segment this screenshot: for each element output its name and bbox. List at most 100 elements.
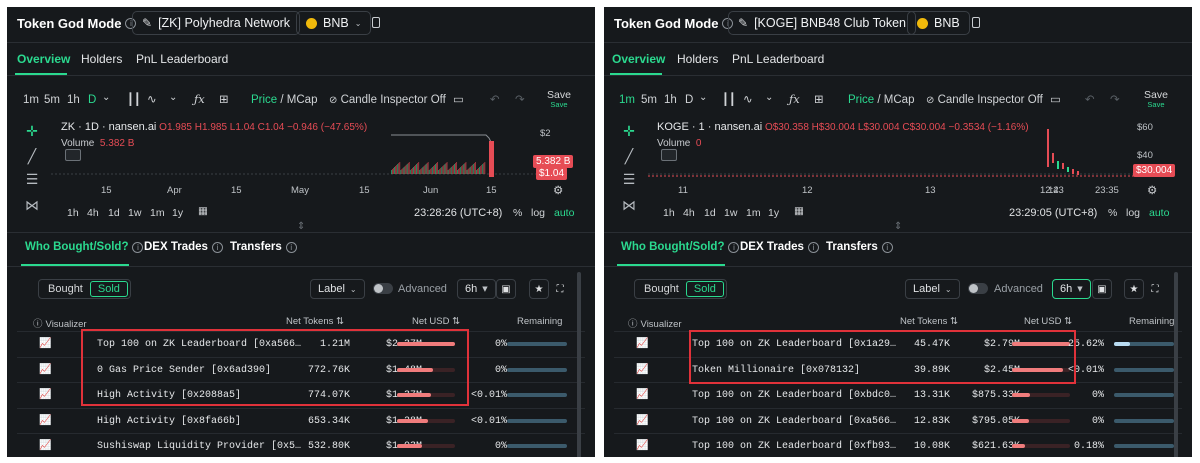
interval-1m[interactable]: 1m: [23, 94, 39, 106]
indicators-icon[interactable]: ƒx: [194, 92, 205, 106]
interval-1h[interactable]: 1h: [67, 94, 80, 106]
price-chart[interactable]: [51, 119, 541, 181]
range-1d[interactable]: 1d: [704, 207, 716, 219]
settings-icon[interactable]: ⚙: [1147, 183, 1158, 197]
col-visualizer[interactable]: ⓘ Visualizer: [628, 319, 682, 330]
calendar-icon[interactable]: ▦: [198, 205, 208, 217]
range-1y[interactable]: 1y: [172, 207, 184, 219]
line-chart-icon[interactable]: ∿: [743, 92, 753, 106]
scrollbar[interactable]: [1174, 272, 1178, 457]
col-net-tokens[interactable]: Net Tokens ⇅: [900, 316, 958, 327]
entity-name[interactable]: High Activity [0x2088a5]: [97, 390, 242, 401]
interval-5m[interactable]: 5m: [641, 94, 657, 106]
entity-name[interactable]: Top 100 on ZK Leaderboard [0xfb93…: [692, 441, 897, 452]
chain-selector[interactable]: BNB ⌄: [296, 11, 372, 35]
info-icon[interactable]: i: [722, 18, 734, 29]
token-selector[interactable]: ✎ [KOGE] BNB48 Club Token: [728, 11, 916, 35]
entity-name[interactable]: Top 100 on ZK Leaderboard [0xa566…: [97, 339, 302, 350]
layout-grid-icon[interactable]: ⊞: [219, 92, 229, 106]
fullscreen-icon[interactable]: ⛶: [556, 283, 564, 295]
bookmark-icon[interactable]: ▭: [453, 92, 464, 106]
info-icon[interactable]: i: [125, 18, 137, 29]
chevron-down-icon[interactable]: ⌄: [102, 92, 111, 103]
tab-pnl-leaderboard[interactable]: PnL Leaderboard: [136, 52, 229, 66]
label-dropdown[interactable]: Label ⌄: [310, 279, 365, 299]
tab-overview[interactable]: Overview: [17, 52, 71, 66]
entity-name[interactable]: Top 100 on ZK Leaderboard [0xa566…: [692, 415, 897, 427]
bought-sold-toggle[interactable]: Bought Sold: [38, 279, 131, 299]
table-row[interactable]: 📈High Activity [0x2088a5]774.07K$1.37M<0…: [17, 382, 585, 407]
chevron-down-icon[interactable]: ⌄: [169, 92, 178, 103]
visibility-icon[interactable]: [661, 149, 677, 161]
undo-icon[interactable]: ↶: [1085, 92, 1095, 106]
fib-icon[interactable]: ☰: [25, 172, 39, 188]
info-icon[interactable]: i: [881, 241, 893, 253]
mcap-option[interactable]: / MCap: [874, 94, 915, 106]
calendar-icon[interactable]: ▦: [794, 205, 804, 217]
tab-transfers[interactable]: Transfers i: [826, 241, 893, 253]
table-row[interactable]: 📈High Activity [0x8fa66b]653.34K$1.28M<0…: [17, 407, 585, 433]
entity-name[interactable]: High Activity [0x8fa66b]: [97, 415, 242, 427]
sold-option[interactable]: Sold: [89, 281, 128, 297]
tab-pnl-leaderboard[interactable]: PnL Leaderboard: [732, 52, 825, 66]
table-row[interactable]: 📈 Sushiswap Liquidity Provider [0x5… 532.8…: [17, 433, 585, 457]
range-1w[interactable]: 1w: [724, 207, 738, 219]
info-icon[interactable]: i: [211, 241, 223, 253]
trendline-icon[interactable]: ╱: [624, 149, 634, 165]
interval-1m[interactable]: 1m: [619, 94, 635, 106]
calendar-button[interactable]: ▣: [1092, 279, 1112, 299]
fib-icon[interactable]: ☰: [622, 172, 636, 188]
candle-inspector-toggle[interactable]: ⊘ Candle Inspector Off: [926, 94, 1043, 106]
advanced-switch[interactable]: [373, 283, 393, 294]
resize-handle-icon[interactable]: ⇕: [297, 221, 306, 232]
visualize-chart-icon[interactable]: 📈: [636, 440, 649, 451]
col-remaining[interactable]: Remaining: [1129, 316, 1175, 327]
time-window-dropdown[interactable]: 6h ▼: [457, 279, 496, 299]
entity-name[interactable]: 0 Gas Price Sender [0x6ad390]: [97, 364, 272, 376]
fullscreen-icon[interactable]: ⛶: [1151, 283, 1159, 295]
range-1m[interactable]: 1m: [746, 207, 761, 219]
star-button[interactable]: ★: [1124, 279, 1144, 299]
candles-icon[interactable]: ┃┃: [722, 92, 736, 106]
col-net-usd[interactable]: Net USD ⇅: [412, 316, 461, 327]
range-1h[interactable]: 1h: [663, 207, 675, 219]
tab-transfers[interactable]: Transfers i: [230, 241, 297, 253]
layout-grid-icon[interactable]: ⊞: [814, 92, 824, 106]
tab-who-bought-sold[interactable]: Who Bought/Sold? i: [621, 241, 740, 253]
col-visualizer[interactable]: ⓘ Visualizer: [33, 319, 87, 330]
candles-icon[interactable]: ┃┃: [127, 92, 141, 106]
table-row[interactable]: 📈 Top 100 on ZK Leaderboard [0xa566… 1.21M…: [17, 331, 585, 356]
indicators-icon[interactable]: ƒx: [789, 92, 800, 106]
info-icon[interactable]: i: [285, 241, 297, 253]
table-row[interactable]: 📈0 Gas Price Sender [0x6ad390]772.76K$1.…: [17, 356, 585, 382]
scrollbar[interactable]: [577, 272, 581, 457]
table-row[interactable]: 📈 Token Millionaire [0x078132] 39.89K $2.45…: [614, 356, 1182, 382]
visualize-chart-icon[interactable]: 📈: [39, 389, 52, 400]
resize-handle-icon[interactable]: ⇕: [894, 221, 903, 232]
log-scale-button[interactable]: log: [531, 207, 546, 219]
tab-holders[interactable]: Holders: [81, 52, 123, 66]
entity-name[interactable]: Top 100 on ZK Leaderboard [0xbdc0…: [692, 390, 897, 401]
visualize-chart-icon[interactable]: 📈: [636, 363, 649, 375]
undo-icon[interactable]: ↶: [490, 92, 500, 106]
pattern-icon[interactable]: ⋈: [622, 198, 636, 214]
advanced-switch[interactable]: [968, 283, 988, 294]
percent-scale-button[interactable]: %: [513, 207, 523, 219]
percent-scale-button[interactable]: %: [1108, 207, 1118, 219]
range-4h[interactable]: 4h: [683, 207, 695, 219]
tab-dex-trades[interactable]: DEX Trades i: [144, 241, 223, 253]
range-1w[interactable]: 1w: [128, 207, 142, 219]
tab-who-bought-sold[interactable]: Who Bought/Sold? i: [25, 241, 144, 253]
visualize-chart-icon[interactable]: 📈: [636, 414, 649, 426]
log-scale-button[interactable]: log: [1126, 207, 1141, 219]
line-chart-icon[interactable]: ∿: [147, 92, 157, 106]
col-net-tokens[interactable]: Net Tokens ⇅: [286, 316, 344, 327]
range-1h[interactable]: 1h: [67, 207, 79, 219]
range-4h[interactable]: 4h: [87, 207, 99, 219]
visualize-chart-icon[interactable]: 📈: [39, 363, 52, 375]
visualize-chart-icon[interactable]: 📈: [39, 338, 52, 349]
token-selector[interactable]: ✎ [ZK] Polyhedra Network: [132, 11, 301, 35]
chain-selector[interactable]: BNB: [907, 11, 970, 35]
interval-d[interactable]: D: [685, 94, 694, 106]
save-button[interactable]: Save Save: [1144, 89, 1168, 109]
